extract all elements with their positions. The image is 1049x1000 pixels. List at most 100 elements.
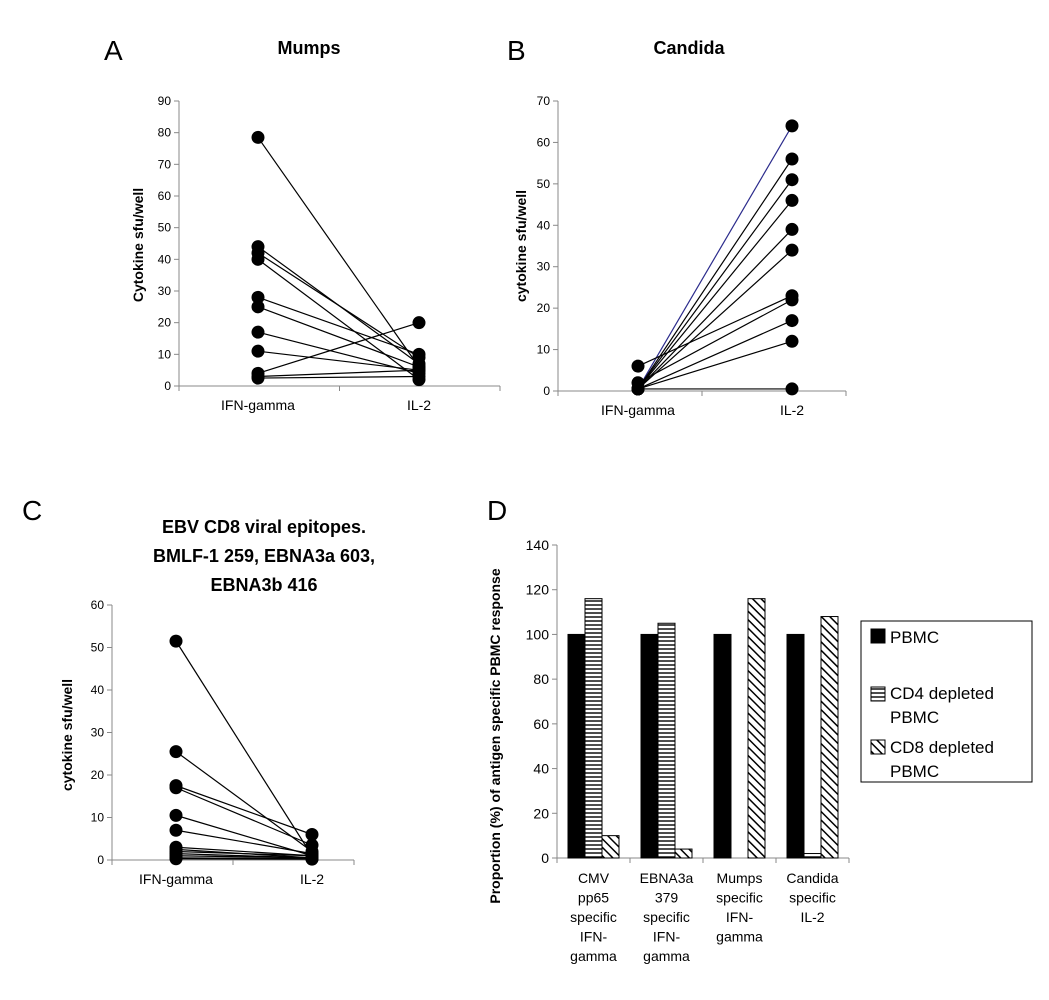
panel-d-bar-pbmc xyxy=(640,633,659,859)
legend-label-cd8-depleted-line-1: CD8 depleted xyxy=(890,738,994,757)
panel-d-y-tick-label: 120 xyxy=(526,582,550,598)
panel-d-x-tick-label: gamma xyxy=(643,948,690,964)
panel-a-pair-line xyxy=(257,350,420,371)
panel-d-x-tick-label: specific xyxy=(789,890,836,906)
panel-a-pair-line xyxy=(257,322,420,374)
panel-d-x-tick-label: IL-2 xyxy=(800,909,824,925)
panel-a-point-ifn-gamma xyxy=(251,344,265,358)
legend-label-pbmc: PBMC xyxy=(890,628,939,647)
panel-b-x-tick-label: IL-2 xyxy=(780,402,804,418)
panel-a-plot: 0 10 20 30 40 50 60 70 80 90 IFN-gamma IL-2 xyxy=(158,94,501,413)
panel-b-point-il-2 xyxy=(785,193,799,207)
panel-d-x-tick-label: CMV xyxy=(578,870,610,886)
panel-d-bar-cd8-depleted xyxy=(601,835,620,859)
panel-letter-a: A xyxy=(104,35,123,66)
panel-b-pair-line xyxy=(637,249,793,390)
panel-b-pair-line xyxy=(637,179,793,390)
panel-b-point-ifn-gamma xyxy=(631,382,645,396)
legend-label-cd4-depleted-line-2: PBMC xyxy=(890,708,939,727)
panel-b-y-tick-label: 20 xyxy=(537,301,551,315)
panel-c-y-tick-label: 50 xyxy=(91,641,105,655)
panel-b-point-il-2 xyxy=(785,314,799,328)
panel-d-y-tick-label: 40 xyxy=(533,761,549,777)
panel-b-pair-line xyxy=(637,229,793,390)
panel-c-title-line-1: EBV CD8 viral epitopes. xyxy=(162,517,366,537)
panel-b-point-il-2 xyxy=(785,152,799,166)
panel-b-pair-line xyxy=(637,320,793,390)
panel-a-y-tick-label: 10 xyxy=(158,347,172,361)
panel-d-plot: 0 20 40 60 80 100 120 140 CMV pp65 specific IFN-gam… xyxy=(526,537,850,964)
panel-a-pair-line xyxy=(257,375,420,379)
legend-label-cd4-depleted-line-1: CD4 depleted xyxy=(890,684,994,703)
panel-d-x-tick-label: Candida xyxy=(786,870,838,886)
panel-c-y-tick-label: 40 xyxy=(91,683,105,697)
panel-b-y-tick-label: 50 xyxy=(537,177,551,191)
panel-letter-d: D xyxy=(487,495,507,526)
panel-b-point-il-2 xyxy=(785,119,799,133)
panel-c-point-il-2 xyxy=(305,852,319,866)
panel-d-bar-pbmc xyxy=(713,633,732,859)
panel-a-y-tick-label: 30 xyxy=(158,284,172,298)
panel-d-y-tick-label: 80 xyxy=(533,671,549,687)
panel-b-y-tick-label: 30 xyxy=(537,260,551,274)
panel-a-point-il-2 xyxy=(412,370,426,383)
panel-a-point-il-2 xyxy=(412,316,426,330)
panel-d-bar-cd8-depleted xyxy=(674,848,693,859)
panel-c-pair-line xyxy=(175,855,313,859)
panel-c-point-ifn-gamma xyxy=(169,634,183,648)
panel-b-y-tick-label: 10 xyxy=(537,343,551,357)
panel-c-y-tick-label: 60 xyxy=(91,598,105,612)
panel-b-y-tick-label: 70 xyxy=(537,94,551,108)
panel-a-point-ifn-gamma xyxy=(251,371,265,385)
panel-d-x-tick-label: gamma xyxy=(570,948,617,964)
panel-a-y-tick-label: 20 xyxy=(158,316,172,330)
panel-a-x-tick-label: IL-2 xyxy=(407,397,431,413)
panel-b-pair-line xyxy=(637,200,793,390)
panel-a-point-ifn-gamma xyxy=(251,290,265,304)
legend-box xyxy=(860,620,1033,783)
panel-d-x-tick-label: EBNA3a xyxy=(640,870,694,886)
panel-b-point-il-2 xyxy=(785,222,799,236)
legend-label-cd8-depleted-line-2: PBMC xyxy=(890,762,939,781)
legend-swatch-cd4-depleted xyxy=(870,686,886,702)
panel-a-pair-line xyxy=(257,252,420,359)
panel-a-pair-line xyxy=(257,369,420,378)
panel-d-y-tick-label: 20 xyxy=(533,805,549,821)
panel-b-y-tick-label: 0 xyxy=(543,384,550,398)
panel-d-x-tick-label: pp65 xyxy=(578,890,609,906)
panel-b-y-tick-label: 40 xyxy=(537,218,551,232)
panel-a-y-tick-label: 80 xyxy=(158,126,172,140)
panel-b-plot: 0 10 20 30 40 50 60 70 IFN-gamma IL-2 xyxy=(537,94,847,418)
panel-d-bar-cd8-depleted xyxy=(747,598,766,859)
panel-d-x-tick-label: IFN- xyxy=(726,909,754,925)
panel-c-y-axis-label: cytokine sfu/well xyxy=(59,679,75,791)
panel-b-pair-line xyxy=(637,299,793,384)
panel-c-point-ifn-gamma xyxy=(169,781,183,795)
panel-b-pair-line xyxy=(637,295,793,367)
panel-d-x-tick-label: specific xyxy=(643,909,690,925)
panel-a-y-tick-label: 50 xyxy=(158,221,172,235)
panel-letter-c: C xyxy=(22,495,42,526)
panel-d-x-tick-label: gamma xyxy=(716,929,763,945)
panel-d-x-tick-label: IFN- xyxy=(653,929,681,945)
panel-c-y-tick-label: 0 xyxy=(97,853,104,867)
panel-b-point-il-2 xyxy=(785,173,799,187)
panel-a-point-ifn-gamma xyxy=(251,300,265,314)
panel-a-pair-line xyxy=(257,306,420,368)
panel-a-title: Mumps xyxy=(278,38,341,58)
legend-swatch-pbmc xyxy=(870,628,886,644)
panel-d-bar-cd4-depleted xyxy=(584,598,603,859)
panel-letter-b: B xyxy=(507,35,526,66)
panel-a-point-ifn-gamma xyxy=(251,130,265,144)
panel-c-plot: 0 10 20 30 40 50 60 IFN-gamma IL-2 xyxy=(91,598,355,887)
panel-c-pair-line xyxy=(175,640,313,857)
panel-d-legend: PBMC CD4 depleted PBMC CD8 depleted PBMC xyxy=(860,620,1033,783)
panel-d-x-tick-label: specific xyxy=(716,890,763,906)
panel-a: A Mumps Cytokine sfu/well 0 10 20 30 40 50 60 7… xyxy=(104,35,501,413)
panel-c-title-line-3: EBNA3b 416 xyxy=(210,575,317,595)
panel-d-x-tick-label: specific xyxy=(570,909,617,925)
panel-c-pair-line xyxy=(175,850,313,857)
panel-b-point-il-2 xyxy=(785,382,799,396)
panel-b-y-axis-label: cytokine sfu/well xyxy=(513,190,529,302)
panel-a-y-tick-label: 0 xyxy=(164,379,171,393)
